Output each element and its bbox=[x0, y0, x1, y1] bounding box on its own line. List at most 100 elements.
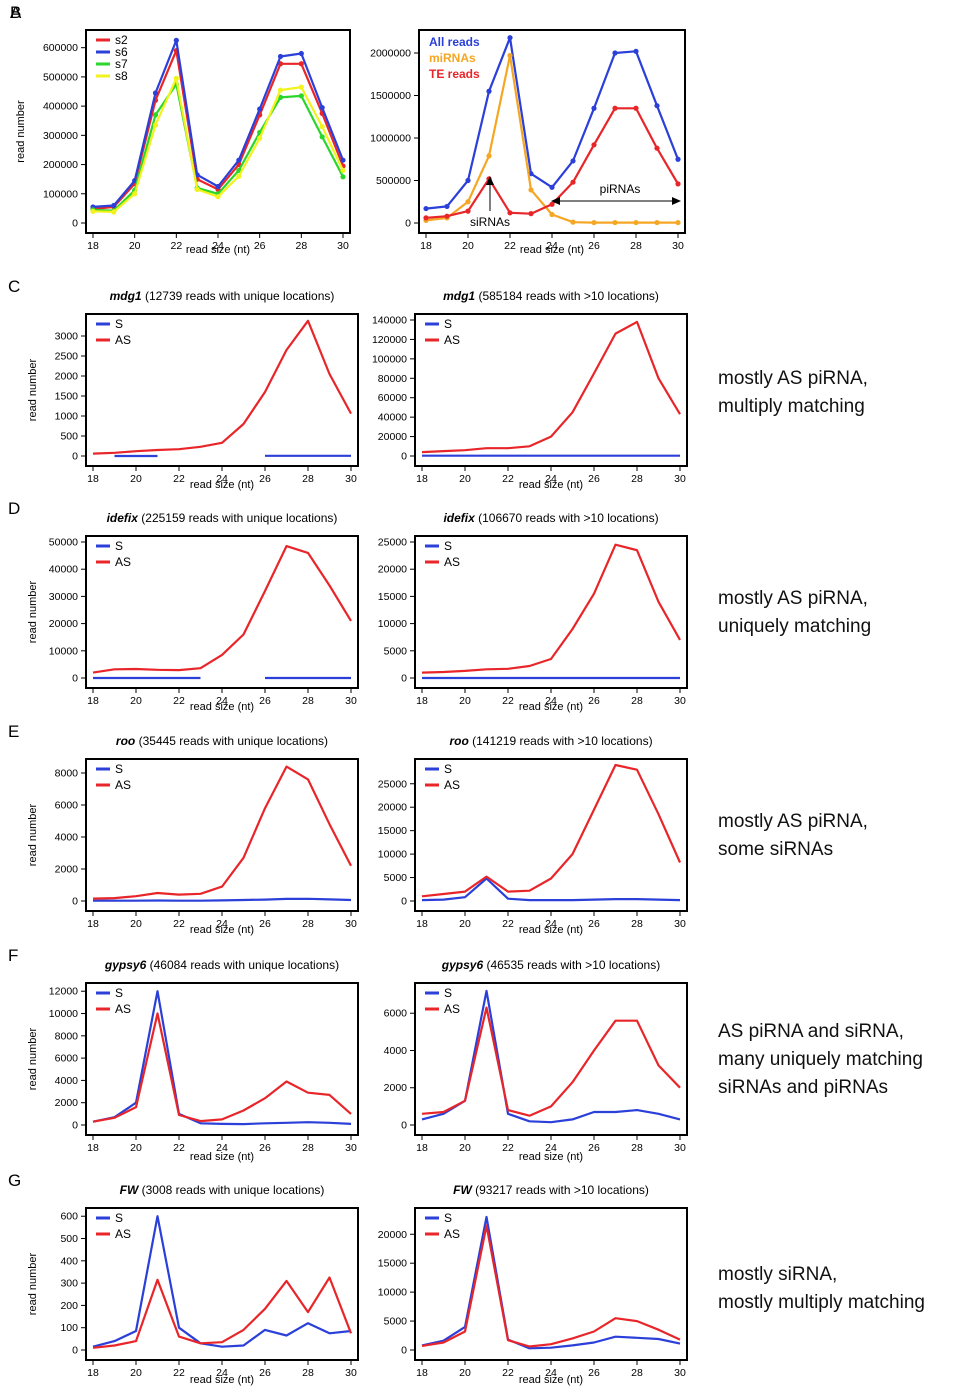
chart-e1-title-rest: (35445 reads with unique locations) bbox=[135, 734, 328, 748]
chart-a-xtick-label-0: 18 bbox=[87, 240, 99, 252]
chart-e2-ytick-label-3: 15000 bbox=[378, 825, 407, 837]
chart-c1-title: mdg1 (12739 reads with unique locations) bbox=[110, 289, 335, 303]
chart-b-series-mirnas-point-2 bbox=[465, 199, 471, 205]
chart-a-series-s8-point-12 bbox=[340, 167, 346, 174]
side-note-e: mostly AS piRNA, some siRNAs bbox=[718, 811, 868, 860]
chart-g1-xtick-label-1: 20 bbox=[130, 1367, 142, 1379]
chart-c2-ytick-label-2: 40000 bbox=[378, 412, 407, 424]
chart-b-series-mirnas-point-7 bbox=[570, 219, 576, 225]
chart-f1-ylabel: read number bbox=[27, 1027, 39, 1090]
chart-c1-ytick-label-5: 2500 bbox=[55, 351, 79, 363]
chart-g1-xtick-label-5: 28 bbox=[302, 1367, 314, 1379]
chart-g2-xtick-label-0: 18 bbox=[416, 1367, 428, 1379]
chart-c1-xtick-label-6: 30 bbox=[345, 473, 357, 485]
chart-g1-legend-s: S bbox=[115, 1211, 123, 1225]
chart-e2-title-gene: roo bbox=[449, 734, 468, 748]
chart-a-series-s8-point-3 bbox=[152, 122, 159, 128]
chart-g1-panel-letter: G bbox=[8, 1171, 21, 1190]
chart-c1: 0 500 1000 1500 2000 2500 3000 18 20 22 24 26 28 30 re… bbox=[8, 277, 359, 491]
chart-a-series-s6-point-11 bbox=[319, 104, 325, 111]
chart-a-ytick-label-2: 200000 bbox=[43, 159, 78, 171]
chart-a-series-s8-point-11 bbox=[319, 123, 325, 130]
chart-a-series-s6-point-12 bbox=[340, 157, 346, 163]
chart-e2-xtick-label-5: 28 bbox=[631, 918, 643, 930]
chart-b-series-te-reads-point-6 bbox=[549, 201, 555, 207]
side-note-e-line-2: some siRNAs bbox=[718, 839, 833, 860]
chart-c2-xtick-label-5: 28 bbox=[631, 473, 643, 485]
chart-b-series-all-reads-point-7 bbox=[570, 158, 576, 164]
chart-b-series-mirnas-point-10 bbox=[633, 219, 639, 226]
chart-f1-xlabel: read size (nt) bbox=[190, 1151, 254, 1163]
chart-d1-xtick-label-6: 30 bbox=[345, 695, 357, 707]
chart-g2-ytick-label-0: 0 bbox=[401, 1345, 407, 1357]
chart-g1-title: FW (3008 reads with unique locations) bbox=[120, 1183, 325, 1197]
chart-c1-ytick-label-0: 0 bbox=[72, 451, 78, 463]
chart-e2-legend-s: S bbox=[444, 762, 452, 776]
chart-d2-ytick-label-2: 10000 bbox=[378, 618, 407, 630]
side-note-d: mostly AS piRNA, uniquely matching bbox=[718, 588, 871, 637]
chart-a-series-s7-point-3 bbox=[152, 112, 159, 118]
chart-a-series-s8-point-9 bbox=[277, 87, 284, 93]
pirnas-annotation: piRNAs bbox=[551, 182, 681, 205]
chart-d1-ytick-label-1: 10000 bbox=[49, 645, 78, 657]
chart-b-series-mirnas-point-11 bbox=[654, 219, 660, 226]
chart-a-legend-s8: s8 bbox=[115, 69, 128, 83]
chart-b-series-te-reads-point-4 bbox=[507, 210, 513, 216]
chart-b-xtick-label-1: 20 bbox=[462, 240, 474, 252]
chart-a-xtick-label-2: 22 bbox=[170, 240, 182, 252]
chart-g2-ytick-label-1: 5000 bbox=[384, 1316, 408, 1328]
chart-c1-legend-s: S bbox=[115, 317, 123, 331]
chart-b-xtick-label-4: 26 bbox=[588, 240, 600, 252]
chart-b-series-all-reads-point-9 bbox=[612, 50, 618, 56]
chart-b-series-all-reads-point-0 bbox=[423, 205, 429, 212]
chart-a-ytick-label-3: 300000 bbox=[43, 130, 78, 142]
chart-a-series-s6-point-10 bbox=[298, 50, 304, 57]
chart-g1-ylabel: read number bbox=[27, 1252, 39, 1315]
chart-f1-legend-s: S bbox=[115, 986, 123, 1000]
chart-b-series-all-reads-point-6 bbox=[549, 184, 555, 190]
chart-f2-xtick-label-1: 20 bbox=[459, 1142, 471, 1154]
chart-a-series-s8-point-5 bbox=[194, 186, 200, 192]
chart-a-legend-s7: s7 bbox=[115, 57, 128, 71]
chart-g2: 0 5000 10000 15000 20000 18 20 22 24 26 28 30 read s… bbox=[378, 1183, 688, 1386]
chart-e1-legend-as: AS bbox=[115, 778, 131, 792]
chart-c2-ytick-label-0: 0 bbox=[401, 451, 407, 463]
chart-e2-series-as-line bbox=[421, 763, 682, 898]
chart-a-series-s6-point-6 bbox=[215, 183, 221, 190]
chart-c2-xtick-label-0: 18 bbox=[416, 473, 428, 485]
chart-g2-xtick-label-3: 24 bbox=[545, 1367, 557, 1379]
chart-g2-series-s-line bbox=[421, 1215, 681, 1350]
chart-d1-legend-s: S bbox=[115, 539, 123, 553]
chart-b-series-all-reads-point-1 bbox=[444, 203, 450, 210]
chart-g1-xlabel: read size (nt) bbox=[190, 1374, 254, 1386]
chart-b-panel-letter: B bbox=[10, 3, 21, 22]
chart-b-series-te-reads-point-9 bbox=[612, 105, 618, 111]
chart-a: 0 100000 200000 300000 400000 500000 600000 18 2… bbox=[10, 3, 351, 256]
chart-e1-series-s-line bbox=[93, 897, 352, 902]
chart-g1: 0 100 200 300 400 500 600 18 20 22 24 26 28 30 read si… bbox=[8, 1171, 359, 1386]
chart-f1-xtick-label-0: 18 bbox=[87, 1142, 99, 1154]
chart-d1-ytick-label-0: 0 bbox=[72, 673, 78, 685]
chart-d1-legend-as: AS bbox=[115, 555, 131, 569]
chart-e1-xtick-label-6: 30 bbox=[345, 918, 357, 930]
chart-c2-ytick-label-6: 120000 bbox=[372, 334, 407, 346]
chart-c1-ylabel: read number bbox=[27, 358, 39, 421]
chart-e1-title: roo (35445 reads with unique locations) bbox=[116, 734, 328, 748]
chart-c1-ytick-label-2: 1000 bbox=[55, 411, 79, 423]
chart-a-series-s7-point-9 bbox=[277, 94, 284, 100]
chart-c1-ytick-label-1: 500 bbox=[60, 431, 78, 443]
side-note-g-line-1: mostly siRNA, bbox=[718, 1264, 837, 1285]
chart-f2-xtick-label-0: 18 bbox=[416, 1142, 428, 1154]
chart-g1-title-rest: (3008 reads with unique locations) bbox=[138, 1183, 324, 1197]
chart-e2: 0 5000 10000 15000 20000 25000 18 20 22 24 26 28 30 r… bbox=[378, 734, 688, 936]
chart-a-xtick-label-6: 30 bbox=[337, 240, 349, 252]
chart-f2-title-rest: (46535 reads with >10 locations) bbox=[483, 958, 660, 972]
chart-e2-ytick-label-4: 20000 bbox=[378, 802, 407, 814]
chart-d2-xtick-label-5: 28 bbox=[631, 695, 643, 707]
chart-b-ytick-label-0: 0 bbox=[405, 218, 411, 230]
chart-f1-title: gypsy6 (46084 reads with unique location… bbox=[104, 958, 339, 972]
chart-b-series-mirnas-point-5 bbox=[528, 187, 534, 193]
chart-e2-xtick-label-3: 24 bbox=[545, 918, 557, 930]
chart-b-series-te-reads-point-8 bbox=[591, 142, 597, 148]
